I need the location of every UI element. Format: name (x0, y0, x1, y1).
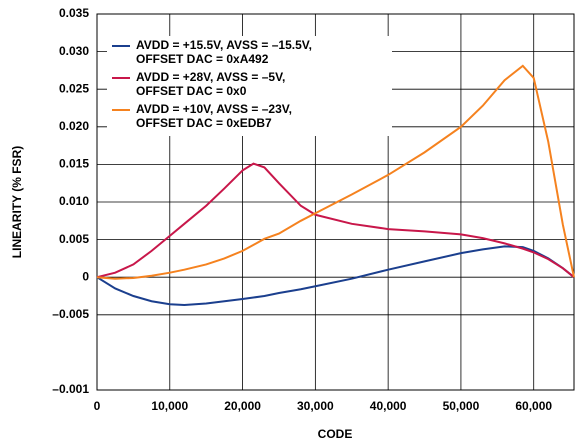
data-line (96, 162, 575, 279)
y-tick-label: 0.020 (59, 119, 89, 133)
legend-entry: AVDD = +28V, AVSS = –5V, OFFSET DAC = 0x… (107, 70, 392, 98)
y-tick-label: 0.010 (59, 194, 89, 208)
y-tick-label: 0.030 (59, 44, 89, 58)
y-tick-label: 0.015 (59, 157, 89, 171)
x-tick-label: 60,000 (515, 399, 552, 413)
legend-label: AVDD = +28V, AVSS = –5V, OFFSET DAC = 0x… (136, 70, 286, 98)
x-tick-label: 20,000 (224, 399, 261, 413)
y-tick-label: 0 (82, 269, 89, 283)
y-tick-label: –0.001 (52, 382, 89, 396)
data-line (96, 245, 575, 307)
x-tick-label: 0 (94, 399, 101, 413)
data-line (96, 64, 575, 280)
x-axis-label: CODE (318, 427, 353, 441)
y-tick-label: 0.025 (59, 81, 89, 95)
plot-frame (96, 13, 575, 391)
legend-swatch (112, 109, 130, 111)
legend-label: AVDD = +10V, AVSS = –23V, OFFSET DAC = 0… (136, 102, 292, 130)
legend-swatch (112, 77, 130, 79)
x-tick-label: 30,000 (297, 399, 334, 413)
y-tick-label: 0.005 (59, 232, 89, 246)
x-tick-label: 40,000 (370, 399, 407, 413)
x-tick-label: 10,000 (151, 399, 188, 413)
legend-swatch (112, 45, 130, 47)
y-tick-label: 0.035 (59, 6, 89, 20)
legend-label: AVDD = +15.5V, AVSS = –15.5V, OFFSET DAC… (136, 38, 313, 66)
legend: AVDD = +15.5V, AVSS = –15.5V, OFFSET DAC… (107, 36, 392, 136)
legend-entry: AVDD = +10V, AVSS = –23V, OFFSET DAC = 0… (107, 102, 392, 130)
x-tick-label: 50,000 (443, 399, 480, 413)
y-tick-label: –0.005 (52, 307, 89, 321)
y-axis-label: LINEARITY (% FSR) (10, 146, 24, 258)
legend-entry: AVDD = +15.5V, AVSS = –15.5V, OFFSET DAC… (107, 38, 392, 66)
